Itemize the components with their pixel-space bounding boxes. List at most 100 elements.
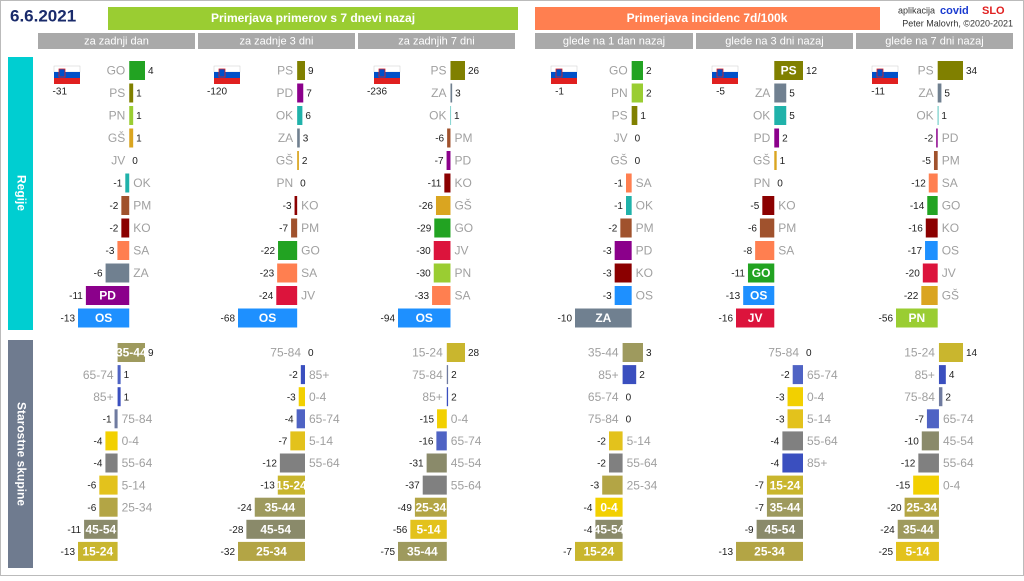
category-label: OS xyxy=(750,289,767,303)
category-label: 45-54 xyxy=(764,522,795,536)
value-label: -23 xyxy=(260,269,275,280)
value-label: 0 xyxy=(626,392,632,403)
bar xyxy=(99,476,117,495)
category-label: OS xyxy=(95,311,112,325)
category-label: KO xyxy=(778,199,795,213)
category-label: ZA xyxy=(755,86,770,100)
bar xyxy=(277,264,297,283)
value-label: -5 xyxy=(922,156,931,167)
category-label: PM xyxy=(454,131,472,145)
category-label: PS xyxy=(109,86,125,100)
total-label: -236 xyxy=(367,87,387,98)
category-label: GŠ xyxy=(753,153,770,168)
category-label: 45-54 xyxy=(260,522,291,536)
bar xyxy=(129,84,133,103)
value-label: 1 xyxy=(124,370,130,381)
value-label: -3 xyxy=(283,201,292,212)
value-label: -32 xyxy=(221,547,236,558)
bar xyxy=(623,343,643,362)
category-label: PS xyxy=(781,64,797,78)
category-label: 25-34 xyxy=(627,478,658,492)
value-label: -3 xyxy=(776,392,785,403)
value-label: -24 xyxy=(880,525,895,536)
bar xyxy=(291,219,297,238)
category-label: PD xyxy=(276,86,293,100)
bar xyxy=(447,387,448,406)
bar xyxy=(125,174,129,193)
column-title: za zadnji dan xyxy=(84,35,149,47)
value-label: 1 xyxy=(136,134,142,145)
bar xyxy=(934,151,938,170)
category-label: 75-84 xyxy=(588,412,619,426)
bar xyxy=(926,219,938,238)
column-title: za zadnje 3 dni xyxy=(240,35,314,47)
bar xyxy=(434,219,450,238)
bar xyxy=(432,286,450,305)
value-label: -6 xyxy=(435,134,444,145)
category-label: PD xyxy=(99,289,116,303)
bar xyxy=(788,387,803,406)
bar xyxy=(925,241,938,260)
category-label: PM xyxy=(301,221,319,235)
value-label: -15 xyxy=(420,414,435,425)
value-label: -3 xyxy=(776,414,785,425)
bar xyxy=(929,174,938,193)
value-label: -2 xyxy=(608,224,617,235)
bar xyxy=(276,286,297,305)
bar xyxy=(434,264,451,283)
category-label: 35-44 xyxy=(588,346,619,360)
flag-emblem xyxy=(556,69,562,77)
flag-stripe xyxy=(214,78,240,84)
bar xyxy=(129,129,133,148)
value-label: 9 xyxy=(308,66,314,77)
total-label: -120 xyxy=(207,87,227,98)
value-label: -3 xyxy=(603,246,612,257)
bar xyxy=(129,61,145,80)
flag-stripe xyxy=(214,72,240,78)
category-label: PM xyxy=(636,221,654,235)
value-label: -14 xyxy=(910,201,925,212)
bar xyxy=(99,498,117,517)
bar xyxy=(939,343,963,362)
bar xyxy=(121,219,129,238)
value-label: -4 xyxy=(583,503,592,514)
flag-stripe xyxy=(374,66,400,72)
category-label: 75-84 xyxy=(768,346,799,360)
value-label: -11 xyxy=(69,291,83,302)
category-label: 85+ xyxy=(807,456,827,470)
value-label: -4 xyxy=(770,437,779,448)
bar xyxy=(278,241,297,260)
flag-stripe xyxy=(374,72,400,78)
bar xyxy=(782,454,803,473)
category-label: 5-14 xyxy=(417,522,441,536)
bar xyxy=(297,106,302,125)
value-label: -16 xyxy=(908,224,923,235)
value-label: -5 xyxy=(750,201,759,212)
category-label: SA xyxy=(301,266,317,280)
category-label: OK xyxy=(429,109,446,123)
category-label: 5-14 xyxy=(122,478,146,492)
value-label: -3 xyxy=(603,291,612,302)
value-label: -24 xyxy=(259,291,274,302)
bar xyxy=(129,106,133,125)
flag-emblem xyxy=(59,69,65,77)
value-label: 1 xyxy=(124,392,130,403)
value-label: 1 xyxy=(136,111,142,122)
value-label: 3 xyxy=(303,134,309,145)
value-label: 9 xyxy=(148,348,154,359)
value-label: -7 xyxy=(279,224,288,235)
category-label: 55-64 xyxy=(807,434,838,448)
bar xyxy=(106,264,130,283)
category-label: GO xyxy=(301,244,320,258)
bar xyxy=(427,454,447,473)
category-label: GŠ xyxy=(942,288,959,303)
category-label: 75-84 xyxy=(412,368,443,382)
category-label: 75-84 xyxy=(270,346,301,360)
bar xyxy=(450,106,451,125)
value-label: 1 xyxy=(640,111,646,122)
bar xyxy=(447,343,465,362)
category-label: 45-54 xyxy=(594,522,625,536)
bar xyxy=(295,196,298,215)
value-label: -4 xyxy=(770,459,779,470)
bar xyxy=(602,476,622,495)
